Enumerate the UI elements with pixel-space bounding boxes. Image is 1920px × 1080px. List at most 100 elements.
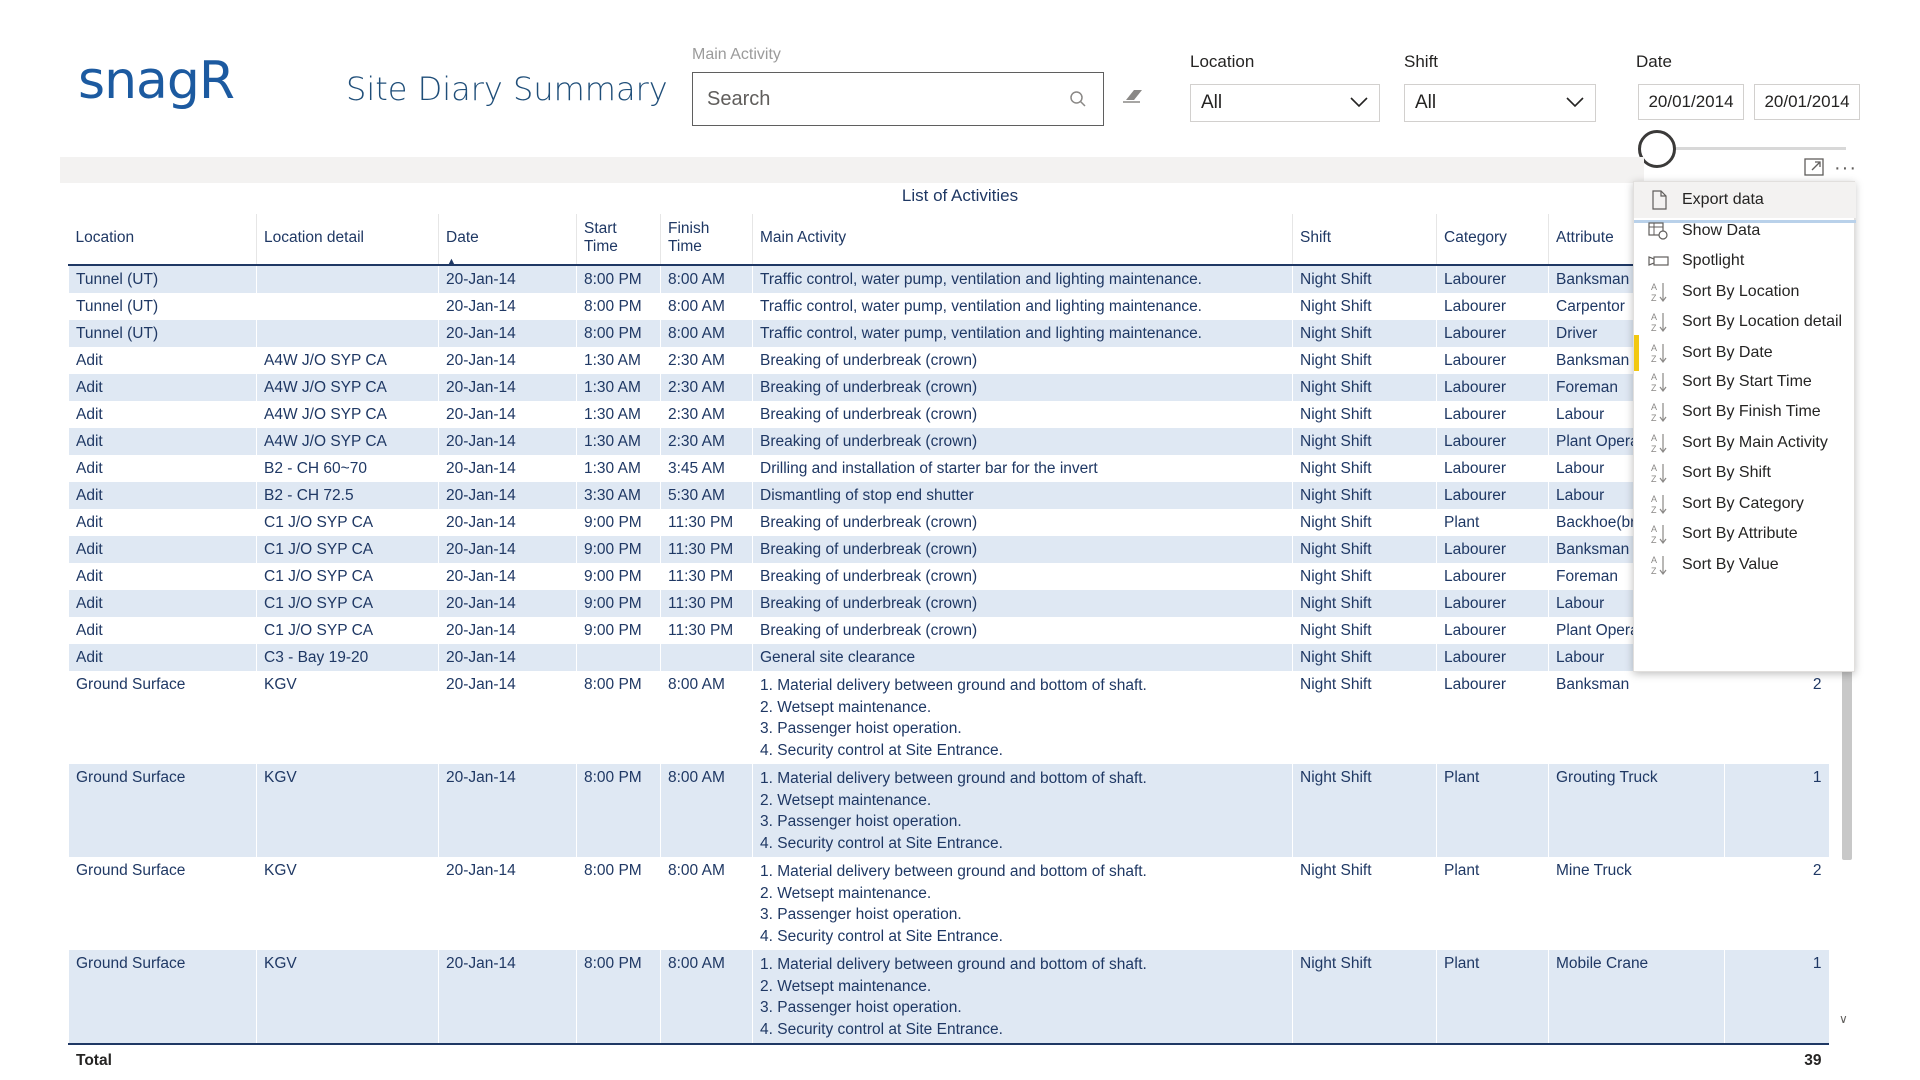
column-header-6[interactable]: Shift	[1292, 214, 1437, 266]
table-row[interactable]: Ground Surface KGV 20-Jan-14 8:00 PM 8:00 AM…	[68, 671, 1829, 764]
table-cell: 5:30 AM	[660, 482, 753, 509]
svg-text:A: A	[1651, 463, 1657, 473]
location-dropdown[interactable]: All	[1190, 84, 1380, 122]
table-row[interactable]: Tunnel (UT) 20-Jan-14 8:00 PM 8:00 AM Traffi…	[68, 293, 1829, 320]
table-cell: Night Shift	[1292, 617, 1437, 644]
more-options-icon[interactable]: ···	[1834, 157, 1857, 179]
table-cell: Breaking of underbreak (crown)	[752, 428, 1293, 455]
table-cell: 1:30 AM	[576, 374, 661, 401]
column-header-0[interactable]: Location	[68, 214, 257, 266]
table-row[interactable]: Adit A4W J/O SYP CA 20-Jan-14 1:30 AM 2:30 A…	[68, 347, 1829, 374]
table-row[interactable]: Adit A4W J/O SYP CA 20-Jan-14 1:30 AM 2:30 A…	[68, 374, 1829, 401]
menu-item-spotlight[interactable]: Spotlight	[1634, 243, 1856, 279]
column-header-5[interactable]: Main Activity	[752, 214, 1293, 266]
menu-item-label: Sort By Value	[1682, 556, 1779, 573]
menu-item-sort-by-start-time[interactable]: A Z Sort By Start Time	[1634, 364, 1856, 400]
table-cell: Labourer	[1436, 482, 1549, 509]
svg-text:A: A	[1651, 494, 1657, 504]
date-to-input[interactable]: 20/01/2014	[1754, 84, 1860, 120]
table-row[interactable]: Adit B2 - CH 72.5 20-Jan-14 3:30 AM 5:30 AM D…	[68, 482, 1829, 509]
column-header-2[interactable]: Date ▲	[438, 214, 577, 266]
table-row[interactable]: Adit C1 J/O SYP CA 20-Jan-14 9:00 PM 11:30 P…	[68, 509, 1829, 536]
table-cell: C3 - Bay 19-20	[256, 644, 439, 671]
svg-text:A: A	[1651, 555, 1657, 565]
table-row[interactable]: Adit C1 J/O SYP CA 20-Jan-14 9:00 PM 11:30 P…	[68, 590, 1829, 617]
menu-item-sort-by-attribute[interactable]: A Z Sort By Attribute	[1634, 516, 1856, 552]
svg-text:Z: Z	[1651, 444, 1657, 454]
date-from-input[interactable]: 20/01/2014	[1638, 84, 1744, 120]
table-cell: Night Shift	[1292, 644, 1437, 671]
table-cell: Night Shift	[1292, 563, 1437, 590]
eraser-icon[interactable]	[1120, 86, 1146, 106]
search-icon[interactable]	[1067, 88, 1089, 110]
menu-item-sort-by-category[interactable]: A Z Sort By Category	[1634, 486, 1856, 522]
table-cell: Adit	[68, 401, 257, 428]
table-cell: Night Shift	[1292, 590, 1437, 617]
table-row[interactable]: Adit A4W J/O SYP CA 20-Jan-14 1:30 AM 2:30 A…	[68, 401, 1829, 428]
table-cell: C1 J/O SYP CA	[256, 590, 439, 617]
menu-item-sort-by-finish-time[interactable]: A Z Sort By Finish Time	[1634, 394, 1856, 430]
shift-dropdown[interactable]: All	[1404, 84, 1596, 122]
table-row[interactable]: Adit C3 - Bay 19-20 20-Jan-14 General site …	[68, 644, 1829, 671]
svg-text:Z: Z	[1651, 413, 1657, 423]
table-cell	[256, 265, 439, 293]
table-row[interactable]: Tunnel (UT) 20-Jan-14 8:00 PM 8:00 AM Traffi…	[68, 320, 1829, 347]
table-cell: Traffic control, water pump, ventilation…	[752, 265, 1293, 293]
menu-item-sort-by-location-detail[interactable]: A Z Sort By Location detail	[1634, 304, 1856, 340]
table-row[interactable]: Adit B2 - CH 60~70 20-Jan-14 1:30 AM 3:45 AM…	[68, 455, 1829, 482]
table-cell: 1. Material delivery between ground and …	[752, 950, 1293, 1044]
table-cell: 20-Jan-14	[438, 617, 577, 644]
table-cell: Labourer	[1436, 671, 1549, 764]
table-cell: 20-Jan-14	[438, 536, 577, 563]
date-slider-track[interactable]	[1660, 147, 1846, 150]
menu-item-sort-by-date[interactable]: A Z Sort By Date	[1634, 335, 1856, 371]
column-header-4[interactable]: Finish Time	[660, 214, 753, 266]
table-cell: Labourer	[1436, 644, 1549, 671]
table-cell: 1. Material delivery between ground and …	[752, 764, 1293, 857]
table-row[interactable]: Adit C1 J/O SYP CA 20-Jan-14 9:00 PM 11:30 P…	[68, 617, 1829, 644]
table-cell: 20-Jan-14	[438, 563, 577, 590]
table-cell: Tunnel (UT)	[68, 320, 257, 347]
menu-item-label: Sort By Location detail	[1682, 313, 1843, 330]
table-cell: Ground Surface	[68, 857, 257, 950]
location-filter-label: Location	[1190, 52, 1255, 71]
focus-mode-icon[interactable]	[1804, 158, 1824, 176]
table-row[interactable]: Adit A4W J/O SYP CA 20-Jan-14 1:30 AM 2:30 A…	[68, 428, 1829, 455]
table-cell: 8:00 PM	[576, 320, 661, 347]
menu-item-export-data[interactable]: Export data	[1634, 182, 1856, 218]
menu-item-sort-by-main-activity[interactable]: A Z Sort By Main Activity	[1634, 425, 1856, 461]
table-row[interactable]: Tunnel (UT) 20-Jan-14 8:00 PM 8:00 AM Traffi…	[68, 265, 1829, 293]
table-row[interactable]: Adit C1 J/O SYP CA 20-Jan-14 9:00 PM 11:30 P…	[68, 536, 1829, 563]
menu-item-label: Sort By Location	[1682, 283, 1800, 300]
menu-item-sort-by-location[interactable]: A Z Sort By Location	[1634, 274, 1856, 310]
menu-hover-underline	[1634, 220, 1856, 223]
date-slider-handle[interactable]	[1638, 130, 1676, 168]
table-cell: Adit	[68, 644, 257, 671]
table-row[interactable]: Adit C1 J/O SYP CA 20-Jan-14 9:00 PM 11:30 P…	[68, 563, 1829, 590]
column-header-3[interactable]: Start Time	[576, 214, 661, 266]
activity-line: 4. Security control at Site Entrance.	[760, 1020, 1003, 1038]
scroll-down-icon[interactable]: ∨	[1839, 1012, 1848, 1026]
column-header-7[interactable]: Category	[1436, 214, 1549, 266]
table-cell: 8:00 PM	[576, 293, 661, 320]
table-cell: C1 J/O SYP CA	[256, 536, 439, 563]
search-input[interactable]	[707, 87, 1067, 111]
menu-item-sort-by-value[interactable]: A Z Sort By Value	[1634, 547, 1856, 583]
table-cell: KGV	[256, 857, 439, 950]
menu-item-sort-by-shift[interactable]: A Z Sort By Shift	[1634, 455, 1856, 491]
table-cell: Adit	[68, 563, 257, 590]
table-cell: A4W J/O SYP CA	[256, 401, 439, 428]
activity-line: 3. Passenger hoist operation.	[760, 906, 962, 923]
table-cell: Ground Surface	[68, 764, 257, 857]
table-row[interactable]: Ground Surface KGV 20-Jan-14 8:00 PM 8:00 AM…	[68, 950, 1829, 1044]
column-header-1[interactable]: Location detail	[256, 214, 439, 266]
svg-text:Z: Z	[1651, 535, 1657, 545]
search-box[interactable]	[692, 72, 1104, 126]
table-row[interactable]: Ground Surface KGV 20-Jan-14 8:00 PM 8:00 AM…	[68, 764, 1829, 857]
menu-item-show-data[interactable]: Show Data	[1634, 213, 1856, 249]
table-cell: Traffic control, water pump, ventilation…	[752, 293, 1293, 320]
table-row[interactable]: Ground Surface KGV 20-Jan-14 8:00 PM 8:00 AM…	[68, 857, 1829, 950]
